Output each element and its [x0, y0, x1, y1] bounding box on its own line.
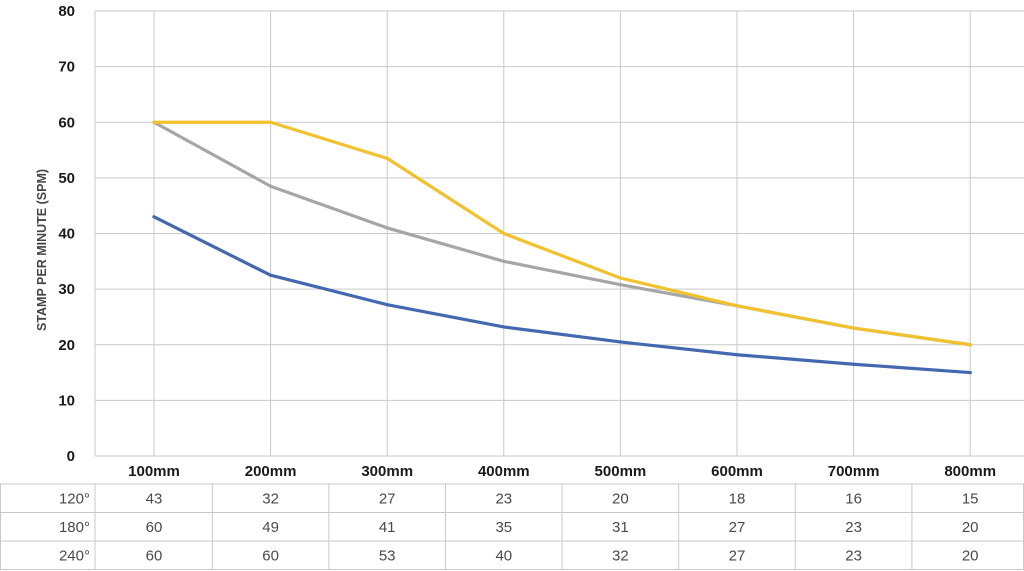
series-point: [152, 120, 156, 124]
series-point: [968, 343, 972, 347]
table-cell: 32: [612, 547, 629, 564]
x-category-label: 600mm: [711, 463, 763, 480]
table-series-name: 240°: [59, 547, 90, 564]
series-point: [852, 362, 856, 366]
series-point: [968, 370, 972, 375]
series-point: [618, 340, 623, 344]
y-tick-label: 20: [58, 337, 75, 354]
table-series-name: 120°: [59, 490, 90, 507]
x-category-label: 700mm: [828, 463, 880, 480]
y-tick-label: 80: [58, 3, 75, 20]
x-category-label: 500mm: [595, 463, 647, 480]
series-point: [385, 156, 389, 161]
grid-layer: [94, 10, 1024, 457]
table-cell: 20: [962, 519, 979, 536]
series-point: [152, 215, 156, 219]
table-cell: 27: [729, 519, 746, 536]
table-cell: 23: [845, 547, 862, 564]
y-tick-label: 70: [58, 59, 75, 76]
table-cell: 20: [962, 547, 979, 564]
table-cell: 15: [962, 490, 979, 507]
table-cell: 60: [262, 547, 279, 564]
x-category-label: 300mm: [361, 463, 413, 480]
x-category-label: 800mm: [944, 463, 996, 480]
series-point: [269, 120, 273, 124]
label-layer: 0 10 20 30 40 50 60 70 80 100mm 200mm 300mm 400mm 500…: [58, 3, 996, 480]
table-series-name: 180°: [59, 519, 90, 536]
series-line: [152, 215, 972, 375]
table-cell: 18: [729, 490, 746, 507]
y-tick-label: 60: [58, 114, 75, 131]
series-point: [269, 273, 273, 277]
series-point: [735, 304, 739, 308]
x-category-label: 100mm: [128, 463, 180, 480]
series-point: [502, 259, 506, 263]
series-line: [152, 120, 972, 347]
data-table: 120° 43 32 27 23 20 18 16 15 180° 60 49 41 35 31 27 23 20…: [0, 483, 1024, 570]
series-point: [385, 226, 389, 230]
table-cell: 41: [379, 519, 396, 536]
series-point: [735, 353, 739, 357]
table-cell: 60: [146, 519, 163, 536]
table-cell: 32: [262, 490, 279, 507]
table-cell: 43: [146, 490, 163, 507]
y-tick-label: 50: [58, 170, 75, 187]
series-point: [618, 283, 623, 287]
table-cell: 40: [495, 547, 512, 564]
series-point: [502, 325, 506, 329]
table-cell: 35: [495, 519, 512, 536]
series-point: [852, 326, 856, 330]
table-cell: 20: [612, 490, 629, 507]
table-cell: 49: [262, 519, 279, 536]
series-layer: [152, 120, 972, 375]
table-cell: 27: [379, 490, 396, 507]
table-cell: 60: [146, 547, 163, 564]
series-point: [502, 231, 506, 236]
table-cell: 16: [845, 490, 862, 507]
table-cell: 23: [495, 490, 512, 507]
table-cell: 27: [729, 547, 746, 564]
table-cell: 31: [612, 519, 629, 536]
x-category-label: 400mm: [478, 463, 530, 480]
series-point: [269, 184, 273, 188]
series-point: [385, 303, 389, 307]
y-tick-label: 40: [58, 226, 75, 243]
y-tick-label: 30: [58, 281, 75, 298]
y-tick-label: 10: [58, 392, 75, 409]
series-point: [618, 276, 623, 280]
table-cell: 23: [845, 519, 862, 536]
y-axis-title: STAMP PER MINUTE (SPM): [35, 169, 49, 331]
x-category-label: 200mm: [245, 463, 297, 480]
table-cell: 53: [379, 547, 396, 564]
y-tick-label: 0: [67, 448, 75, 465]
